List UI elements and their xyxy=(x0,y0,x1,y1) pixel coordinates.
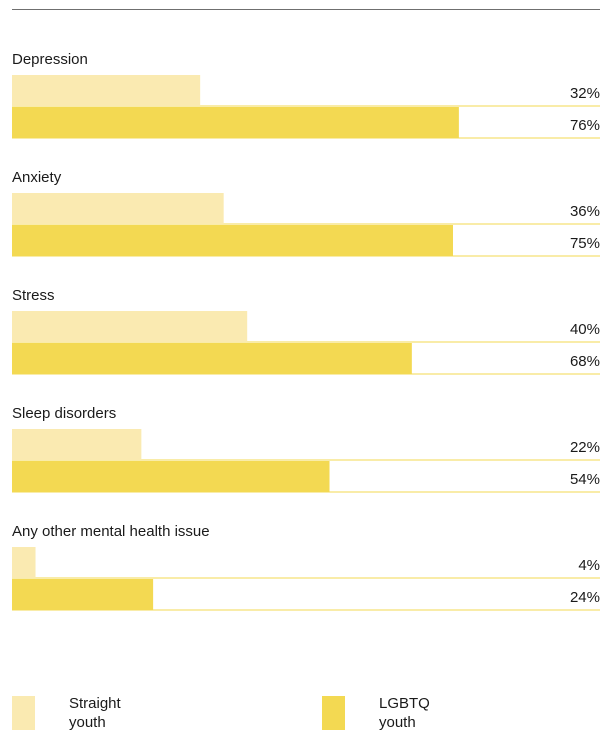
bar-anxiety-straight-youth xyxy=(12,193,224,224)
bar-sleep-disorders-straight-youth xyxy=(12,429,142,460)
legend-label-lgbtq-line1: LGBTQ xyxy=(379,695,430,712)
legend-label-lgbtq: LGBTQ youth xyxy=(379,694,489,732)
bar-sleep-disorders-lgbtq-youth xyxy=(12,461,330,492)
value-label-depression-straight-youth: 32% xyxy=(570,85,600,102)
category-label-any-other-mental-health-issue: Any other mental health issue xyxy=(12,523,210,540)
legend-swatch-lgbtq xyxy=(322,696,345,730)
bar-depression-straight-youth xyxy=(12,75,201,106)
legend-label-straight-line2: youth xyxy=(69,714,106,731)
bar-depression-lgbtq-youth xyxy=(12,107,459,138)
category-label-anxiety: Anxiety xyxy=(12,169,62,186)
bar-stress-lgbtq-youth xyxy=(12,343,412,374)
legend-swatch-straight xyxy=(12,696,35,730)
value-label-stress-straight-youth: 40% xyxy=(570,321,600,338)
bar-any-other-mental-health-issue-lgbtq-youth xyxy=(12,579,154,610)
value-label-depression-lgbtq-youth: 76% xyxy=(570,117,600,134)
legend-label-straight: Straight youth xyxy=(69,694,179,732)
value-label-sleep-disorders-lgbtq-youth: 54% xyxy=(570,471,600,488)
value-label-anxiety-lgbtq-youth: 75% xyxy=(570,235,600,252)
category-label-depression: Depression xyxy=(12,51,88,68)
value-label-any-other-mental-health-issue-straight-youth: 4% xyxy=(578,557,600,574)
legend-label-straight-line1: Straight xyxy=(69,695,121,712)
value-label-stress-lgbtq-youth: 68% xyxy=(570,353,600,370)
top-rule xyxy=(12,9,600,10)
legend-label-lgbtq-line2: youth xyxy=(379,714,416,731)
category-label-stress: Stress xyxy=(12,287,55,304)
category-label-sleep-disorders: Sleep disorders xyxy=(12,405,116,422)
bar-any-other-mental-health-issue-straight-youth xyxy=(12,547,36,578)
value-label-anxiety-straight-youth: 36% xyxy=(570,203,600,220)
bar-anxiety-lgbtq-youth xyxy=(12,225,453,256)
value-label-sleep-disorders-straight-youth: 22% xyxy=(570,439,600,456)
bar-chart: Depression 32% 76% Anxiety 36% 75% Stress 40% 68… xyxy=(12,51,600,611)
bar-stress-straight-youth xyxy=(12,311,248,342)
value-label-any-other-mental-health-issue-lgbtq-youth: 24% xyxy=(570,589,600,606)
